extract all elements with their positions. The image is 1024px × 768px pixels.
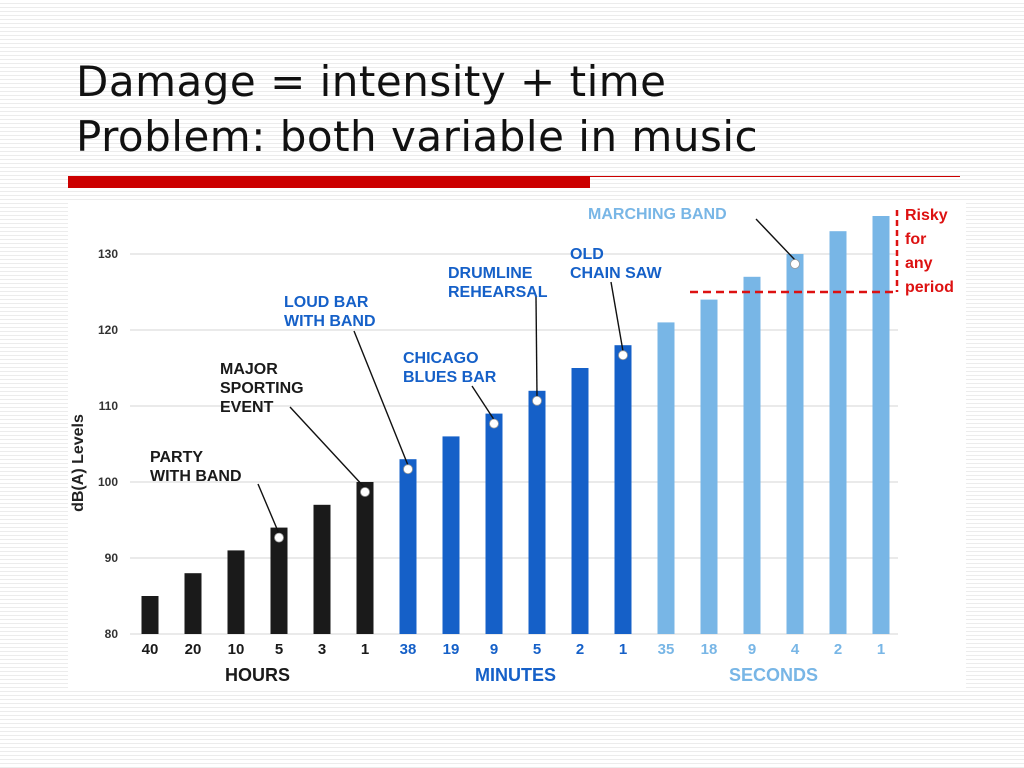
bar [829,231,847,634]
annotation-label: LOUD BAR WITH BAND [284,294,376,330]
bar [184,573,202,634]
annotation-label-line: CHAIN SAW [570,265,662,282]
x-tick-label: 18 [701,641,718,658]
x-tick-label: 19 [443,641,460,658]
annotation-dot [274,532,284,543]
annotation-leader-line [289,406,366,489]
x-tick-label: 1 [619,641,627,658]
bar [657,322,675,634]
x-tick-label: 9 [490,641,498,658]
x-tick-label: 35 [658,641,675,658]
annotation-dot [360,487,370,497]
group-label: MINUTES [475,665,556,685]
threshold-label-line: any [905,255,933,272]
group-label: HOURS [225,665,290,685]
title-divider-thick [68,176,590,188]
annotation-label: MAJOR SPORTING EVENT [220,361,304,416]
x-tick-label: 5 [275,641,283,658]
annotation-dot [790,259,800,269]
bar [485,413,503,634]
y-tick-label: 100 [98,475,118,489]
annotation-label-line: MAJOR [220,361,278,378]
annotation-leader-line [535,296,538,397]
x-tick-label: 3 [318,641,326,658]
x-tick-label: 38 [400,641,417,658]
annotation-label-line: EVENT [220,399,274,416]
annotation-label-line: MARCHING BAND [588,206,727,223]
bar [528,390,546,634]
annotation-label-line: CHICAGO [403,350,479,367]
annotation-dot [489,418,499,429]
x-tick-label: 2 [576,641,584,658]
annotation-label-line: LOUD BAR [284,294,369,311]
noise-exposure-chart: 80 90 100 110 120 130 dB(A) Levels 40 20 10 5 3 1 38 1… [70,206,954,685]
x-tick-label: 20 [185,641,202,658]
bar [872,216,890,634]
x-tick-label: 9 [748,641,756,658]
bar [270,527,288,634]
x-tick-label: 1 [877,641,885,658]
group-label: SECONDS [729,665,818,685]
bar [442,436,460,634]
bar [399,459,417,634]
threshold-label-line: period [905,279,954,296]
annotation-label: DRUMLINE REHEARSAL [448,265,548,301]
bar [227,550,245,634]
annotation-leader-line [471,385,495,420]
annotation-label-line: WITH BAND [284,313,376,330]
y-tick-label: 80 [105,627,119,641]
bar [786,254,804,634]
bar [700,299,718,634]
annotation-label-line: PARTY [150,449,203,466]
y-tick-label: 90 [105,551,119,565]
annotation-label-line: OLD [570,246,604,263]
x-tick-label: 10 [228,641,245,658]
x-tick-label: 2 [834,641,842,658]
threshold-label-line: for [905,231,926,248]
annotation-dot [403,464,413,475]
annotation-label: CHICAGO BLUES BAR [403,350,497,386]
annotation-label-line: DRUMLINE [448,265,533,282]
bar [141,596,159,634]
annotation-dot [532,395,542,406]
x-tick-label: 5 [533,641,541,658]
x-tick-label: 1 [361,641,369,658]
y-tick-label: 120 [98,323,118,337]
x-tick-label: 40 [142,641,159,658]
threshold-label: Risky for any period [905,207,954,296]
chart-panel: 80 90 100 110 120 130 dB(A) Levels 40 20 10 5 3 1 38 1… [68,200,966,690]
annotation-label-line: REHEARSAL [448,284,548,301]
title-line-2: Problem: both variable in music [76,112,759,161]
x-tick-label: 4 [791,641,800,658]
bar [743,276,761,634]
annotation-label: PARTY WITH BAND [150,449,242,485]
bar [356,482,374,634]
bar [614,345,632,634]
annotation-leader-line [353,330,409,466]
annotation-leader-line [257,483,280,534]
title-line-1: Damage = intensity + time [76,57,667,106]
threshold-label-line: Risky [905,207,948,224]
bar [313,504,331,634]
title-divider-thin [590,176,960,177]
annotation-label-line: BLUES BAR [403,369,497,386]
annotation-label: MARCHING BAND [588,206,727,223]
annotation-label-line: SPORTING [220,380,304,397]
slide-title: Damage = intensity + time Problem: both … [76,54,976,164]
annotation-leader-line [755,218,796,261]
annotation-label-line: WITH BAND [150,468,242,485]
bar [571,368,589,634]
y-tick-label: 110 [99,399,119,413]
y-tick-label: 130 [98,247,118,261]
annotation-dot [618,350,628,361]
title-divider [68,176,960,188]
annotation-label: OLD CHAIN SAW [570,246,662,282]
y-axis-label: dB(A) Levels [70,414,87,512]
annotation-leader-line [610,281,624,352]
